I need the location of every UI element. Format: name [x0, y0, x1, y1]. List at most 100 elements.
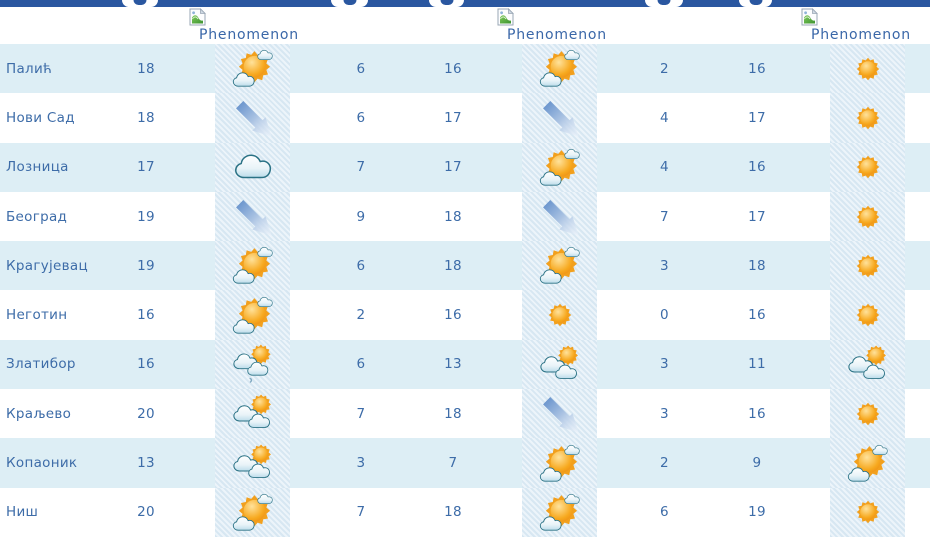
- temp-max-day1: 18: [137, 109, 155, 126]
- phenomenon-cell: [522, 93, 597, 143]
- city-name: Лозница: [6, 159, 69, 176]
- day-tab-notch[interactable]: [122, 0, 158, 7]
- arrow-icon: [536, 94, 583, 141]
- sun-cloud-icon: [539, 443, 580, 484]
- cloud-sun-icon: [232, 393, 273, 434]
- table-header: Phenomenon Phenomenon Phenomenon: [0, 7, 930, 44]
- temp-max-day3: 19: [748, 504, 766, 521]
- phenomenon-cell: [215, 339, 290, 390]
- phenomenon-cell: [215, 389, 290, 439]
- phenomenon-header-2: Phenomenon: [496, 8, 607, 43]
- temp-max-day3: 16: [748, 159, 766, 176]
- phenomenon-cell: [522, 44, 597, 94]
- temp-min-day2: 7: [356, 504, 366, 521]
- arrow-icon: [229, 193, 276, 240]
- city-name: Неготин: [6, 307, 68, 324]
- temp-max-day3: 9: [752, 455, 762, 472]
- table-row: Београд 19 9 18 7 17: [0, 191, 930, 242]
- phenomenon-header-1: Phenomenon: [188, 8, 299, 43]
- temp-min-day3: 3: [660, 405, 669, 422]
- city-name: Краљево: [6, 405, 72, 422]
- phenomenon-cell: [522, 241, 597, 291]
- table-row: Палић 18 6 16 2 16: [0, 44, 930, 94]
- broken-image-icon: [497, 8, 514, 26]
- day-tab-notch[interactable]: [331, 0, 368, 7]
- sun-icon: [855, 204, 881, 230]
- temp-min-day3: 0: [660, 307, 669, 324]
- temp-min-day2: 6: [356, 257, 366, 274]
- temp-max-day1: 18: [137, 60, 155, 77]
- temp-max-day2: 18: [444, 405, 462, 422]
- phenomenon-cell: [830, 438, 905, 488]
- cloud-sun-icon: [232, 443, 273, 484]
- table-row: Копаоник 13 3 7 2 9: [0, 438, 930, 488]
- temp-min-day3: 3: [660, 356, 669, 373]
- phenomenon-cell: [522, 191, 597, 242]
- sun-cloud-icon: [539, 147, 580, 188]
- temp-max-day2: 7: [448, 455, 458, 472]
- sun-cloud-icon: [232, 295, 273, 336]
- phenomenon-cell: [522, 142, 597, 192]
- phenomenon-label: Phenomenon: [811, 27, 911, 43]
- temp-max-day2: 16: [444, 307, 462, 324]
- city-name: Београд: [6, 208, 68, 225]
- sun-icon: [855, 56, 881, 82]
- temp-min-day3: 6: [660, 504, 669, 521]
- sun-cloud-icon: [232, 48, 273, 89]
- temp-min-day2: 6: [356, 109, 366, 126]
- day-tab-notch[interactable]: [429, 0, 464, 7]
- phenomenon-cell: [830, 389, 905, 439]
- phenomenon-cell: [830, 290, 905, 340]
- phenomenon-header-3: Phenomenon: [800, 8, 911, 43]
- sun-icon: [855, 302, 881, 328]
- temp-min-day3: 4: [660, 109, 669, 126]
- city-name: Ниш: [6, 504, 39, 521]
- table-row: Златибор 16 6 13 3 11: [0, 339, 930, 390]
- city-name: Копаоник: [6, 455, 78, 472]
- sun-cloud-icon: [539, 492, 580, 533]
- phenomenon-cell: [215, 290, 290, 340]
- cloud-icon: [233, 147, 273, 187]
- table-row: Лозница 17 7 17 4 16: [0, 142, 930, 192]
- cloud-sun-icon: [847, 344, 888, 385]
- phenomenon-cell: [830, 93, 905, 143]
- temp-max-day1: 20: [137, 405, 155, 422]
- sun-cloud-icon: [232, 492, 273, 533]
- sun-icon: [547, 302, 573, 328]
- table-row: Ниш 20 7 18 6 19: [0, 487, 930, 537]
- city-name: Палић: [6, 60, 53, 77]
- phenomenon-cell: [830, 487, 905, 537]
- temp-max-day2: 18: [444, 504, 462, 521]
- phenomenon-cell: [522, 339, 597, 390]
- sun-icon: [855, 154, 881, 180]
- temp-max-day3: 16: [748, 405, 766, 422]
- table-row: Неготин 16 2 16 0 16: [0, 290, 930, 340]
- temp-min-day2: 6: [356, 60, 366, 77]
- table-row: Нови Сад 18 6 17 4 17: [0, 93, 930, 143]
- city-name: Нови Сад: [6, 109, 75, 126]
- temp-min-day3: 2: [660, 455, 669, 472]
- temp-max-day1: 17: [137, 159, 155, 176]
- city-name: Крагујевац: [6, 257, 88, 274]
- temp-max-day3: 16: [748, 307, 766, 324]
- sun-cloud-icon: [847, 443, 888, 484]
- temp-min-day2: 2: [356, 307, 366, 324]
- temp-max-day2: 18: [444, 208, 462, 225]
- phenomenon-cell: [830, 142, 905, 192]
- temp-min-day3: 4: [660, 159, 669, 176]
- temp-max-day2: 17: [444, 159, 462, 176]
- phenomenon-cell: [830, 44, 905, 94]
- temp-min-day2: 7: [356, 159, 366, 176]
- temp-min-day3: 3: [660, 257, 669, 274]
- day-tab-notch[interactable]: [739, 0, 772, 7]
- temp-max-day3: 17: [748, 109, 766, 126]
- city-name: Златибор: [6, 356, 76, 373]
- sun-icon: [855, 401, 881, 427]
- sun-icon: [855, 499, 881, 525]
- phenomenon-cell: [215, 241, 290, 291]
- broken-image-icon: [801, 8, 818, 26]
- day-tab-notch[interactable]: [645, 0, 683, 7]
- arrow-icon: [536, 390, 583, 437]
- temp-min-day2: 6: [356, 356, 366, 373]
- temp-max-day2: 18: [444, 257, 462, 274]
